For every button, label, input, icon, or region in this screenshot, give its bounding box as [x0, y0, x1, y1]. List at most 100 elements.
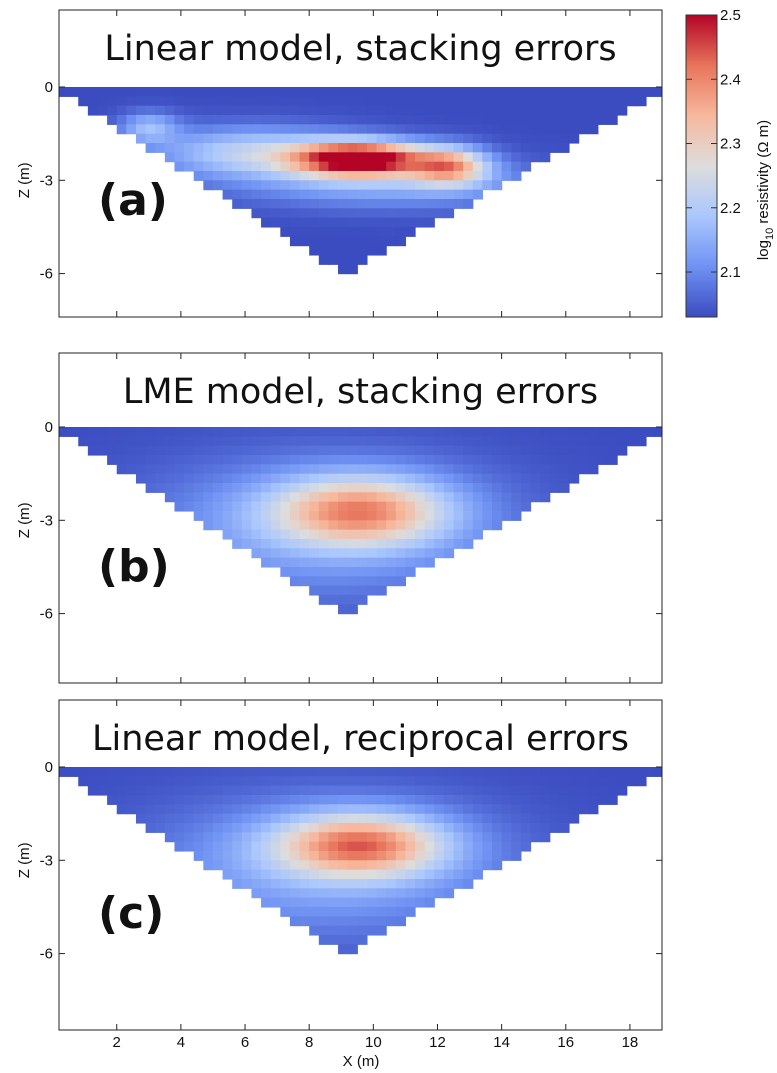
resistivity-cell: [270, 510, 281, 521]
resistivity-cell: [492, 96, 503, 107]
resistivity-cell: [453, 189, 464, 200]
resistivity-cell: [588, 776, 599, 787]
resistivity-cell: [405, 124, 416, 135]
resistivity-cell: [424, 897, 435, 908]
resistivity-cell: [386, 87, 397, 97]
resistivity-cell: [540, 454, 551, 465]
resistivity-cell: [338, 776, 349, 787]
resistivity-cell: [318, 124, 330, 135]
resistivity-cell: [299, 860, 310, 871]
resistivity-cell: [280, 464, 291, 475]
plot-frame: [58, 699, 663, 1031]
resistivity-cell: [280, 180, 291, 191]
resistivity-cell: [568, 464, 580, 475]
resistivity-cell: [559, 133, 570, 144]
resistivity-cell: [299, 869, 310, 880]
resistivity-cell: [126, 464, 137, 475]
resistivity-cell: [424, 501, 435, 512]
resistivity-cell: [203, 850, 214, 861]
resistivity-cell: [424, 482, 435, 493]
y-axis-label: Z (m): [16, 502, 33, 538]
resistivity-cell: [559, 105, 570, 116]
resistivity-cell: [347, 548, 358, 559]
resistivity-cell: [261, 832, 272, 843]
resistivity-cell: [607, 114, 618, 125]
resistivity-cell: [328, 236, 339, 247]
resistivity-cell: [309, 152, 320, 163]
resistivity-cell: [347, 464, 358, 475]
resistivity-cell: [212, 841, 224, 852]
resistivity-cell: [415, 180, 426, 191]
resistivity-cell: [530, 124, 541, 135]
resistivity-cell: [261, 804, 272, 815]
resistivity-cell: [463, 850, 474, 861]
y-tick-label: -6: [40, 946, 53, 963]
resistivity-cell: [328, 529, 339, 540]
resistivity-cell: [395, 208, 407, 219]
resistivity-cell: [309, 813, 320, 824]
resistivity-cell: [212, 794, 224, 805]
resistivity-cell: [299, 87, 310, 97]
resistivity-cell: [270, 501, 281, 512]
resistivity-cell: [405, 87, 416, 97]
resistivity-cell: [424, 860, 435, 871]
resistivity-cell: [270, 482, 281, 493]
resistivity-cell: [251, 822, 262, 833]
resistivity-cell: [472, 794, 483, 805]
resistivity-cell: [395, 794, 407, 805]
resistivity-cell: [472, 785, 483, 796]
resistivity-cell: [212, 850, 224, 861]
resistivity-cell: [386, 454, 397, 465]
resistivity-cell: [472, 767, 483, 777]
resistivity-cell: [597, 445, 609, 456]
resistivity-cell: [530, 464, 541, 475]
resistivity-cell: [155, 464, 166, 475]
resistivity-cell: [222, 152, 233, 163]
resistivity-cell: [232, 142, 243, 153]
resistivity-cell: [318, 208, 330, 219]
resistivity-cell: [443, 189, 455, 200]
resistivity-cell: [472, 87, 483, 97]
resistivity-cell: [270, 427, 281, 437]
resistivity-cell: [289, 427, 301, 437]
resistivity-cell: [492, 510, 503, 521]
resistivity-cell: [270, 897, 281, 908]
resistivity-cell: [501, 87, 512, 97]
resistivity-cell: [232, 152, 243, 163]
resistivity-cell: [395, 105, 407, 116]
resistivity-cell: [184, 161, 195, 172]
resistivity-cell: [299, 529, 310, 540]
resistivity-cell: [241, 482, 253, 493]
resistivity-cell: [424, 105, 435, 116]
resistivity-cell: [126, 445, 137, 456]
resistivity-cell: [578, 804, 589, 815]
resistivity-cell: [318, 529, 330, 540]
resistivity-cell: [155, 105, 166, 116]
resistivity-cell: [212, 87, 224, 97]
resistivity-cell: [318, 436, 330, 447]
resistivity-cell: [318, 245, 330, 256]
resistivity-cell: [309, 482, 320, 493]
resistivity-cell: [540, 142, 551, 153]
resistivity-cell: [540, 133, 551, 144]
resistivity-cell: [376, 245, 387, 256]
resistivity-cell: [184, 822, 195, 833]
resistivity-cell: [347, 604, 358, 615]
resistivity-cell: [424, 436, 435, 447]
resistivity-cell: [357, 226, 368, 237]
resistivity-cell: [270, 878, 281, 889]
resistivity-cell: [328, 254, 339, 265]
resistivity-cell: [540, 492, 551, 503]
resistivity-cell: [578, 87, 589, 97]
resistivity-cell: [309, 133, 320, 144]
resistivity-cell: [164, 105, 176, 116]
resistivity-cell: [222, 180, 233, 191]
resistivity-cell: [338, 888, 349, 899]
resistivity-cell: [568, 794, 580, 805]
resistivity-cell: [453, 96, 464, 107]
resistivity-cell: [338, 813, 349, 824]
resistivity-cell: [357, 87, 368, 97]
resistivity-cell: [405, 114, 416, 125]
resistivity-cell: [366, 445, 378, 456]
resistivity-cell: [443, 538, 455, 549]
